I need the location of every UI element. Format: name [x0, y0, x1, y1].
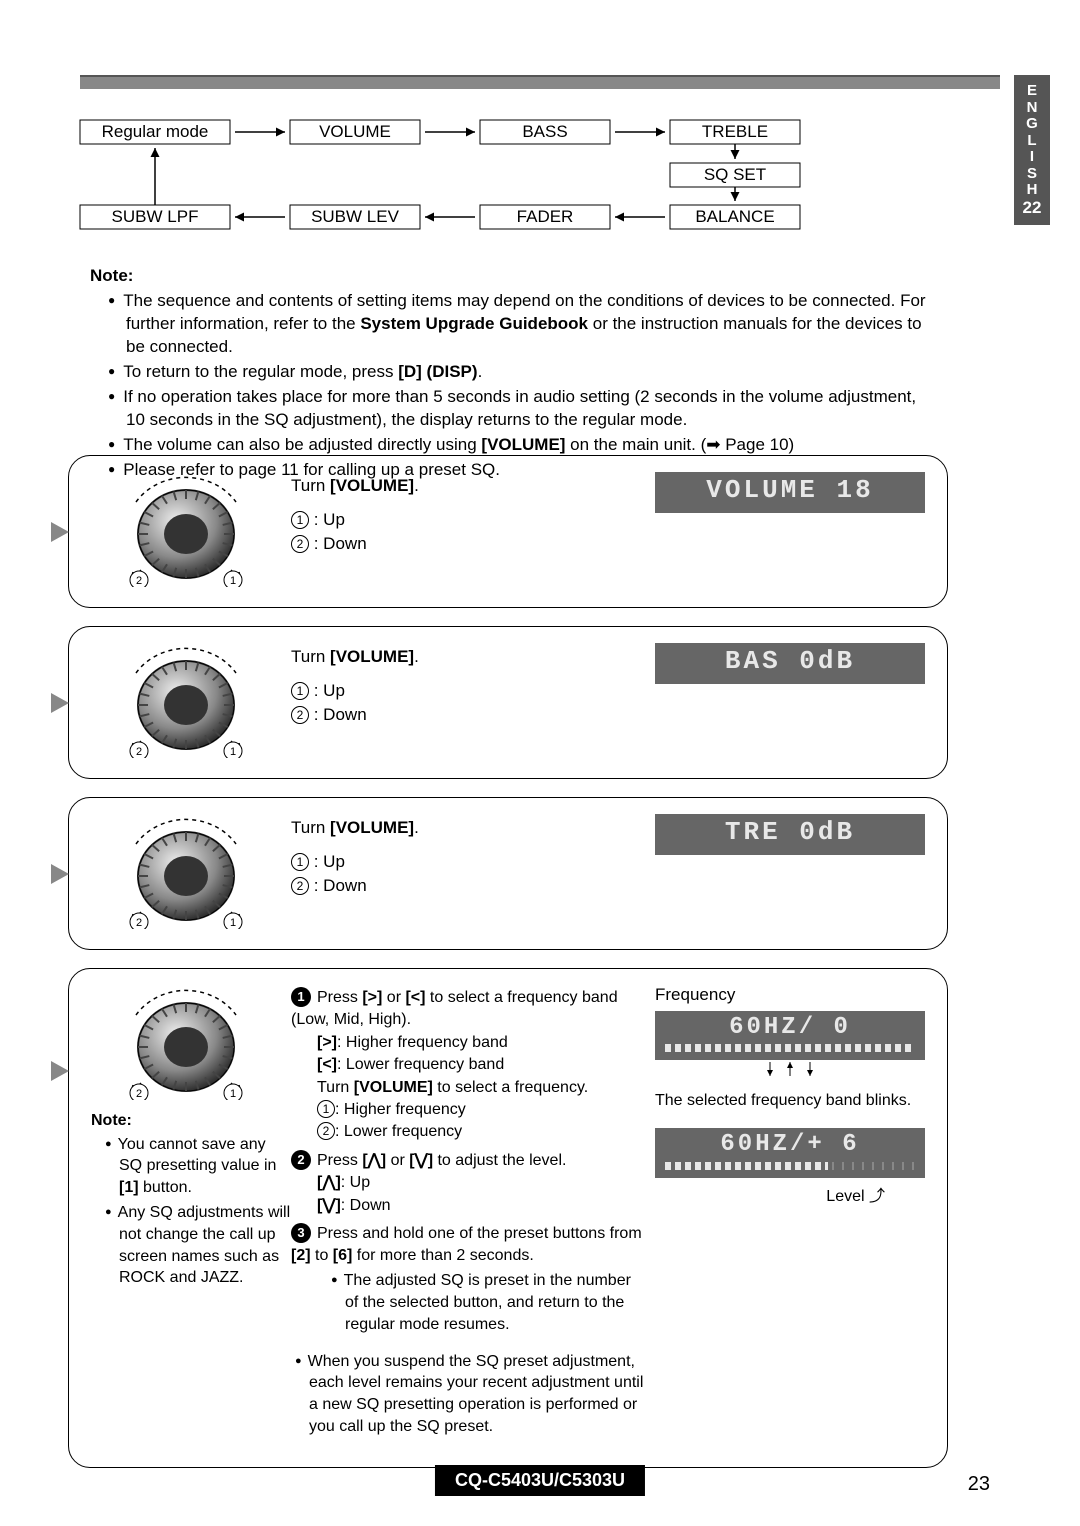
treble-panel: 2 1 Turn [VOLUME]. 1 : Up 2 : Down TRE 0… [68, 797, 948, 950]
svg-text:1: 1 [230, 1088, 236, 1100]
volume-panel: 2 1 Turn [VOLUME]. 1 : Up 2 : Down VOLUM… [68, 455, 948, 608]
lcd-display: 60HZ/ 0 [655, 1011, 925, 1060]
level-label: Level ⤴ [655, 1182, 925, 1206]
sq-note: Note: You cannot save any SQ presetting … [91, 1110, 291, 1289]
svg-text:1: 1 [230, 917, 236, 929]
svg-text:Regular mode: Regular mode [102, 122, 209, 141]
page-number: 23 [968, 1473, 990, 1496]
header-bar [80, 75, 1000, 89]
selection-note: The selected frequency band blinks. [655, 1091, 925, 1112]
lcd-display: TRE 0dB [655, 814, 925, 855]
frequency-label: Frequency [655, 985, 925, 1005]
svg-text:1: 1 [230, 575, 236, 587]
side-marker-icon [49, 520, 73, 544]
lcd-display: BAS 0dB [655, 643, 925, 684]
knob-icon: 2 1 [91, 985, 251, 1100]
model-badge: CQ-C5403U/C5303U [435, 1465, 645, 1496]
bass-panel: 2 1 Turn [VOLUME]. 1 : Up 2 : Down BAS 0… [68, 626, 948, 779]
notes-header: Note: [90, 265, 930, 288]
lcd-display: 60HZ/+ 6 [655, 1128, 925, 1177]
svg-text:2: 2 [136, 575, 142, 587]
svg-text:2: 2 [136, 1088, 142, 1100]
svg-text:SUBW LPF: SUBW LPF [112, 207, 199, 226]
svg-text:SUBW LEV: SUBW LEV [311, 207, 400, 226]
svg-text:SQ SET: SQ SET [704, 165, 766, 184]
knob-icon: 2 1 [91, 643, 251, 758]
notes-section: Note: The sequence and contents of setti… [90, 265, 930, 483]
language-tab: ENGLISH 22 [1014, 75, 1050, 225]
knob-icon: 2 1 [91, 814, 251, 929]
svg-text:FADER: FADER [517, 207, 574, 226]
lcd-display: VOLUME 18 [655, 472, 925, 513]
svg-text:TREBLE: TREBLE [702, 122, 768, 141]
svg-text:2: 2 [136, 746, 142, 758]
section-page: 22 [1023, 198, 1042, 217]
svg-text:1: 1 [230, 746, 236, 758]
svg-text:2: 2 [136, 917, 142, 929]
instruction: Turn [VOLUME]. [291, 474, 645, 498]
svg-text:BASS: BASS [522, 122, 567, 141]
knob-icon: 2 1 [91, 472, 251, 587]
svg-text:BALANCE: BALANCE [695, 207, 774, 226]
svg-text:VOLUME: VOLUME [319, 122, 391, 141]
sq-panel: 2 1 Note: You cannot save any SQ presett… [68, 968, 948, 1468]
flow-diagram: Regular mode VOLUME BASS TREBLE SQ SET S… [80, 115, 840, 250]
